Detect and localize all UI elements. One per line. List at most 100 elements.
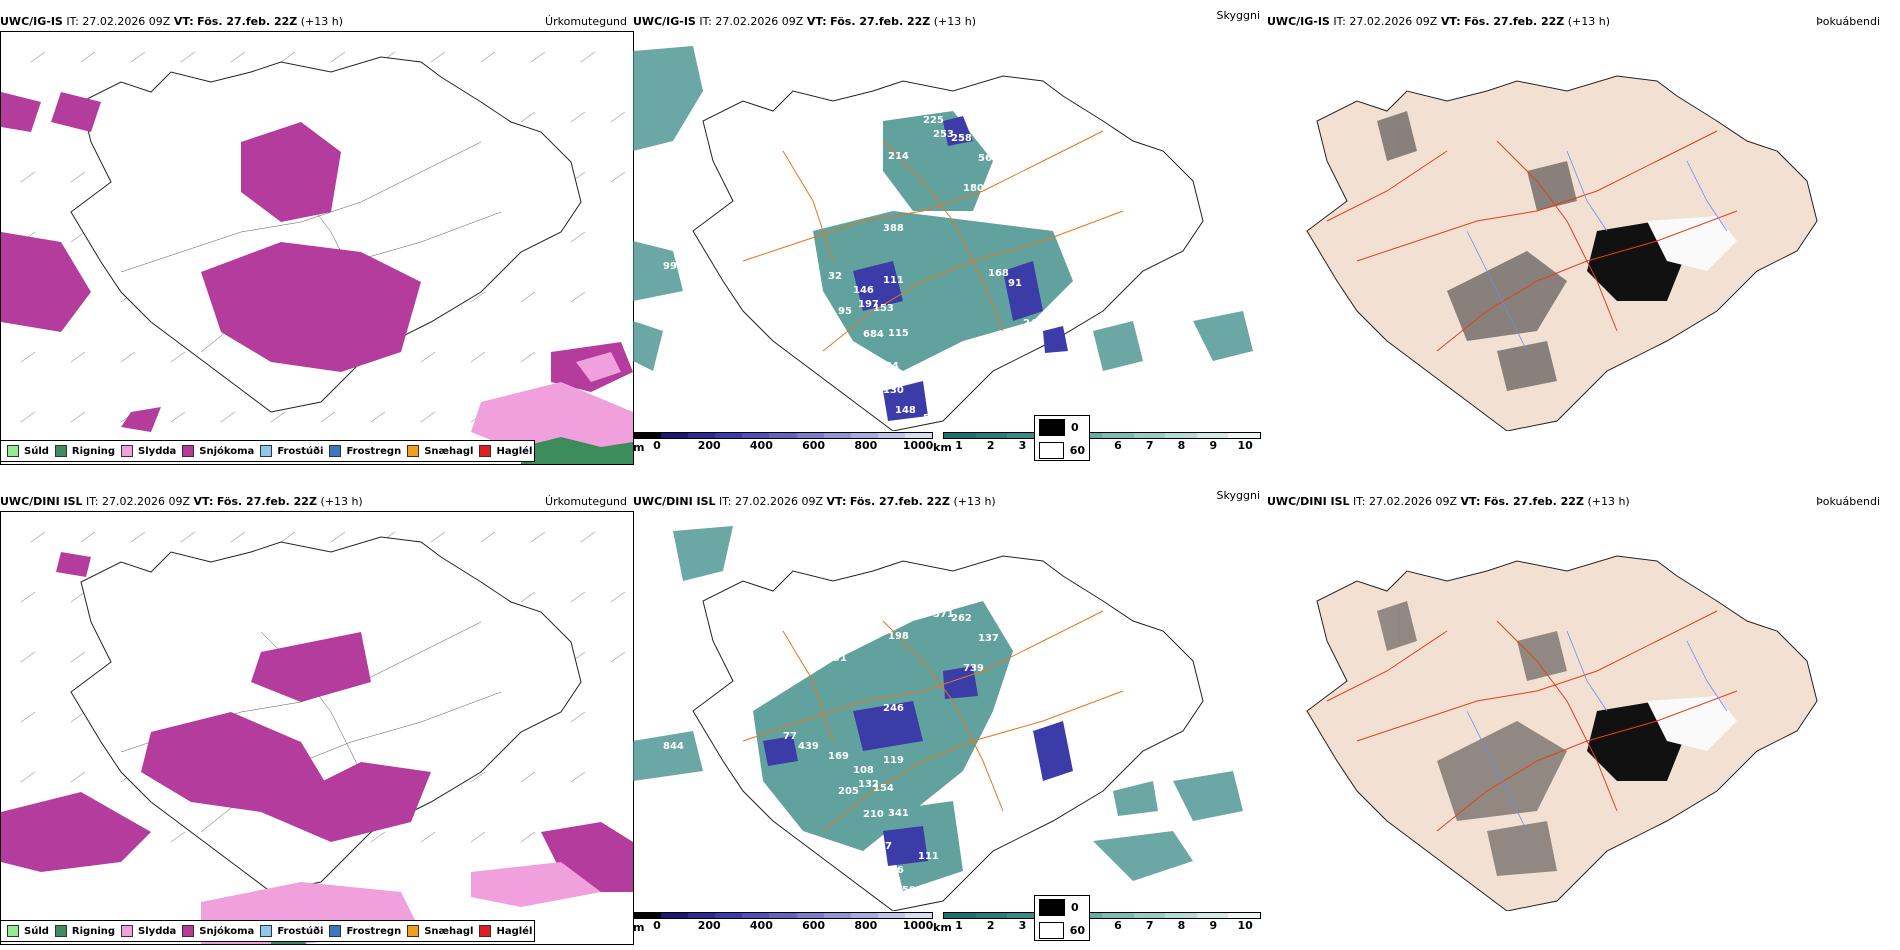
precip-legend-label: Súld [24, 445, 49, 457]
fog-legend-swatch [1039, 922, 1064, 939]
colorbar-tick-label: 7 [1145, 919, 1154, 932]
cloud-base-areas [853, 116, 1068, 421]
fog-legend: 0 60 [1034, 415, 1090, 461]
colorbar-tick-label: 8 [1177, 919, 1186, 932]
cloud-base-label: 253 [933, 129, 954, 140]
cloud-base-label: 197 [858, 299, 879, 310]
fog-legend-row: 60 [1035, 439, 1089, 462]
colorbar-segment [850, 433, 878, 438]
colorbar-segment [796, 433, 824, 438]
precip-legend-label: Slydda [138, 445, 177, 457]
vt-label: VT: [806, 15, 827, 28]
colorbar-segment [975, 433, 1008, 438]
colorbar-tick-label: 10 [1237, 439, 1253, 452]
colorbar-tick-label: 200 [697, 439, 721, 452]
precip-legend: Súld Rigning Slydda Snjókoma Frostúði Frostre… [0, 920, 535, 942]
roads [1326, 610, 1738, 832]
cloud-base-label: 77 [783, 731, 797, 742]
cloud-base-label: 111 [883, 275, 904, 286]
cloud-base-label: 119 [883, 755, 904, 766]
vt-value: Fös. 27.feb. 22Z [1483, 495, 1584, 508]
cloud-base-areas [763, 666, 1073, 866]
colorbar-segment [715, 433, 743, 438]
colorbar-segment [823, 433, 851, 438]
precip-legend-label: Haglél [496, 925, 533, 937]
panel-title: Þokuábendi [1816, 15, 1880, 28]
colorbar-segment [742, 433, 770, 438]
cloud-base-label: 154 [873, 783, 894, 794]
cloud-base-label: 153 [873, 303, 894, 314]
model-name: UWC/IG-IS [633, 15, 696, 28]
colorbar-segment [944, 433, 976, 438]
precip-legend-label: Snæhagl [424, 925, 474, 937]
cloud-base-label: 108 [853, 765, 874, 776]
panel-title: Skyggni [1216, 489, 1260, 502]
cloud-panel-row2: UWC/DINI ISL IT: 27.02.2026 09Z VT: Fös.… [633, 489, 1268, 945]
cloud-base-label: 115 [888, 328, 909, 339]
vt-value: Fös. 27.feb. 22Z [197, 15, 298, 28]
colorbar-tick-label: 2 [986, 439, 995, 452]
colorbar-tick-label: 3 [1018, 439, 1027, 452]
height-colorbar: 0 200 400 600 800 1000 m [633, 432, 933, 454]
it-value: 27.02.2026 09Z [82, 15, 171, 28]
precip-legend-label: Haglél [496, 445, 533, 457]
fog-panel-row1: UWC/IG-IS IT: 27.02.2026 09Z VT: Fös. 27… [1034, 15, 1900, 465]
it-label: IT: [1353, 495, 1366, 508]
cloud-map-svg: 1233712621377392468447743916910811974741… [633, 526, 1243, 911]
panel-header: UWC/IG-IS IT: 27.02.2026 09Z VT: Fös. 27… [0, 15, 343, 29]
colorbar-tick-label: 600 [802, 919, 826, 932]
precip-legend-label: Slydda [138, 925, 177, 937]
colorbar-tick-label: 6 [1114, 439, 1122, 452]
colorbar-segment [823, 913, 851, 918]
visibility-unit: km [933, 441, 952, 454]
land [1306, 555, 1818, 911]
cloud-base-label: 180 [963, 183, 984, 194]
colorbar-segment [850, 913, 878, 918]
fog-legend-swatch [1039, 419, 1065, 436]
lead-time: (+13 h) [1567, 15, 1611, 28]
colorbar-tick-label: 8 [1177, 439, 1186, 452]
precip-legend-swatch [121, 445, 134, 457]
roads [1326, 130, 1738, 352]
cloud-base-label: 388 [883, 223, 904, 234]
colorbar-segment [1165, 913, 1197, 918]
it-value: 27.02.2026 09Z [102, 495, 191, 508]
fog-legend-label: 60 [1069, 924, 1085, 937]
colorbar-segment [975, 913, 1008, 918]
colorbar-tick-label: 10 [1237, 919, 1253, 932]
colorbar-segment [634, 433, 662, 438]
precip-legend-swatch [260, 445, 273, 457]
precip-legend-swatch [7, 925, 19, 937]
precip-legend-item: Haglél [479, 445, 532, 457]
precip-legend-swatch [479, 925, 492, 937]
colorbar-tick-label: 400 [749, 919, 773, 932]
it-value: 27.02.2026 09Z [735, 495, 824, 508]
colorbar-tick-label: 6 [1114, 919, 1122, 932]
colorbar-tick-label: 600 [802, 439, 826, 452]
model-name: UWC/IG-IS [1267, 15, 1330, 28]
colorbar-tick-label: 800 [854, 919, 878, 932]
colorbar-tick-label: 9 [1209, 439, 1218, 452]
colorbar-tick-label: 2 [986, 919, 995, 932]
colorbar-tick-label: 1 [955, 919, 963, 932]
low-visibility-areas [633, 46, 1253, 371]
model-name: UWC/DINI ISL [1267, 495, 1350, 508]
fog-map [1267, 511, 1867, 911]
height-colorbar: 0 200 400 600 800 1000 m [633, 912, 933, 934]
vt-value: Fös. 27.feb. 22Z [216, 495, 317, 508]
panel-header: UWC/IG-IS IT: 27.02.2026 09Z VT: Fös. 27… [633, 15, 976, 29]
panel-title: Þokuábendi [1816, 495, 1880, 508]
fog-legend-swatch [1039, 899, 1065, 916]
colorbar-tick-label: 400 [749, 439, 773, 452]
fog-legend-row: 0 [1035, 416, 1089, 439]
roads [742, 610, 1124, 832]
cloud-base-label: 118 [918, 371, 939, 382]
precip-legend-item: Frostregn [329, 925, 401, 937]
colorbar-segment [715, 913, 743, 918]
precip-legend-swatch [7, 445, 19, 457]
precip-map [0, 511, 634, 945]
cloud-base-label: 684 [863, 329, 884, 340]
colorbar-segment [1101, 433, 1134, 438]
cloud-base-label: 148 [895, 405, 916, 416]
